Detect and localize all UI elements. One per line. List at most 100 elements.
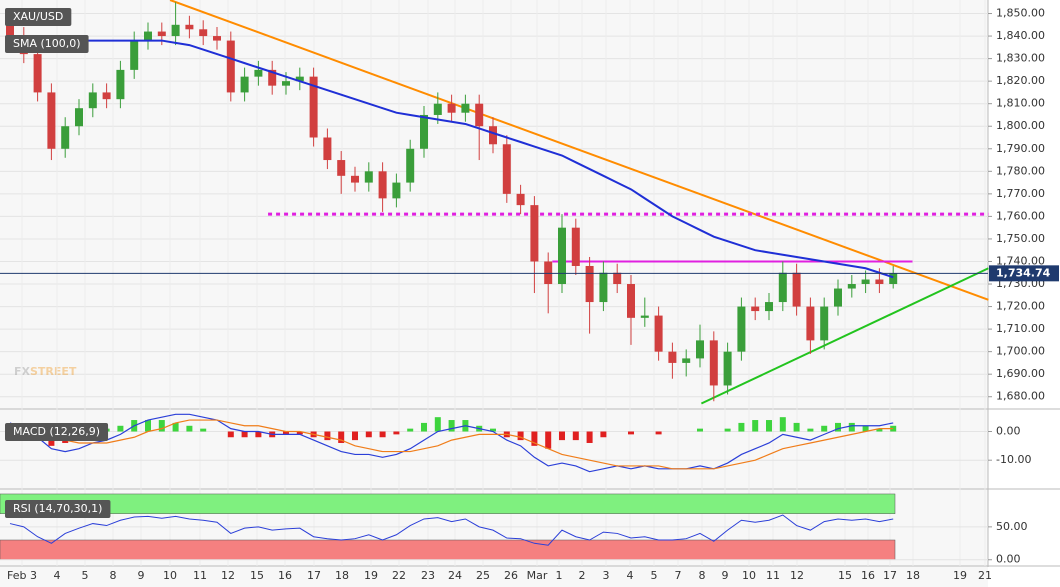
macd-histogram-bar bbox=[724, 428, 731, 432]
macd-histogram-bar bbox=[545, 431, 552, 449]
macd-histogram-bar bbox=[393, 431, 400, 435]
candle-body bbox=[420, 114, 428, 149]
candle-body bbox=[433, 103, 442, 115]
macd-histogram-bar bbox=[434, 417, 441, 432]
candle-body bbox=[268, 69, 277, 86]
macd-histogram-bar bbox=[600, 431, 607, 438]
candle-body bbox=[489, 126, 497, 145]
legend-label: XAU/USD bbox=[13, 10, 63, 23]
macd-histogram-bar bbox=[283, 431, 289, 435]
trend-line bbox=[700, 267, 989, 405]
x-tick-label: 16 bbox=[278, 569, 292, 582]
x-tick-label: 23 bbox=[421, 569, 435, 582]
candle-body bbox=[116, 69, 125, 100]
macd-line bbox=[9, 413, 894, 473]
macd-histogram-bar bbox=[200, 428, 207, 432]
x-tick-label: 10 bbox=[742, 569, 756, 582]
macd-histogram-bar bbox=[117, 425, 124, 432]
macd-histogram-bar bbox=[835, 422, 841, 432]
candle-body bbox=[213, 36, 221, 41]
y-tick-label: 1,820.00 bbox=[996, 74, 1045, 87]
macd-histogram-bar bbox=[848, 422, 855, 432]
x-tick-label: 4 bbox=[627, 569, 634, 582]
candle-body bbox=[392, 182, 401, 199]
candle-body bbox=[530, 205, 539, 262]
candle-body bbox=[834, 288, 842, 307]
x-tick-label: 19 bbox=[364, 569, 378, 582]
legend-box bbox=[5, 8, 72, 26]
candle-body bbox=[847, 284, 856, 289]
y-tick-label: 1,680.00 bbox=[996, 390, 1045, 403]
candle-body bbox=[144, 31, 152, 41]
candle-body bbox=[447, 103, 456, 113]
candle-body bbox=[640, 315, 649, 318]
y-tick-label: 1,750.00 bbox=[996, 232, 1045, 245]
x-tick-label: 12 bbox=[790, 569, 804, 582]
candle-body bbox=[571, 227, 580, 266]
candle-body bbox=[544, 261, 553, 285]
macd-histogram-bar bbox=[559, 431, 565, 441]
candle-body bbox=[406, 148, 415, 183]
y-tick-label: 50.00 bbox=[996, 520, 1028, 533]
x-tick-label: 26 bbox=[504, 569, 518, 582]
y-tick-label: 1,770.00 bbox=[996, 187, 1045, 200]
candle-body bbox=[323, 137, 332, 161]
candle-body bbox=[130, 40, 139, 70]
candle-body bbox=[682, 358, 691, 363]
watermark-part: STREET bbox=[30, 365, 77, 378]
price-axis-background bbox=[988, 0, 1060, 587]
candle-body bbox=[61, 126, 70, 149]
legend-label: RSI (14,70,30,1) bbox=[13, 502, 102, 515]
x-tick-label: 12 bbox=[221, 569, 235, 582]
y-tick-label: 1,740.00 bbox=[996, 254, 1045, 267]
macd-histogram-bar bbox=[807, 428, 814, 432]
candle-body bbox=[33, 54, 42, 93]
x-tick-label: 1 bbox=[556, 569, 563, 582]
macd-histogram-bar bbox=[255, 431, 262, 438]
macd-histogram-bar bbox=[448, 420, 455, 432]
legend-box bbox=[5, 423, 109, 441]
x-tick-label: 24 bbox=[448, 569, 462, 582]
last-price-box bbox=[989, 265, 1059, 282]
candle-body bbox=[6, 24, 14, 37]
macd-histogram-bar bbox=[766, 420, 772, 432]
macd-histogram-bar bbox=[793, 422, 800, 432]
macd-histogram-bar bbox=[172, 422, 179, 432]
candle-body bbox=[599, 272, 608, 303]
macd-histogram-bar bbox=[586, 431, 593, 443]
y-tick-label: 1,780.00 bbox=[996, 164, 1045, 177]
y-tick-label: 1,840.00 bbox=[996, 29, 1045, 42]
candle-body bbox=[47, 92, 56, 149]
x-tick-label: 21 bbox=[978, 569, 992, 582]
y-tick-label: 0.00 bbox=[996, 425, 1021, 438]
candle-body bbox=[282, 81, 290, 86]
candle-body bbox=[309, 76, 318, 138]
candle-body bbox=[157, 31, 166, 37]
x-tick-label: 11 bbox=[766, 569, 780, 582]
x-tick-label: 5 bbox=[651, 569, 658, 582]
candle-body bbox=[765, 302, 773, 312]
candle-body bbox=[778, 272, 787, 303]
x-tick-label: Mar bbox=[527, 569, 548, 582]
candle-body bbox=[185, 24, 194, 30]
candle-body bbox=[792, 272, 801, 307]
candle-body bbox=[558, 227, 566, 285]
candle-body bbox=[475, 103, 484, 127]
y-tick-label: 1,720.00 bbox=[996, 300, 1045, 313]
x-tick-label: 2 bbox=[579, 569, 586, 582]
macd-histogram-bar bbox=[241, 431, 248, 438]
candle-body bbox=[295, 76, 304, 82]
x-tick-label: 9 bbox=[722, 569, 729, 582]
x-tick-label: 25 bbox=[476, 569, 490, 582]
candle-body bbox=[378, 171, 387, 199]
x-tick-label: 11 bbox=[193, 569, 207, 582]
macd-histogram-bar bbox=[821, 425, 828, 432]
last-price-label: 1,734.74 bbox=[996, 266, 1051, 279]
macd-histogram-bar bbox=[421, 422, 427, 432]
macd-histogram-bar bbox=[490, 428, 496, 432]
macd-histogram-bar bbox=[628, 431, 634, 435]
macd-histogram-bar bbox=[752, 420, 759, 432]
y-tick-label: -10.00 bbox=[996, 453, 1031, 466]
candle-body bbox=[709, 340, 718, 386]
